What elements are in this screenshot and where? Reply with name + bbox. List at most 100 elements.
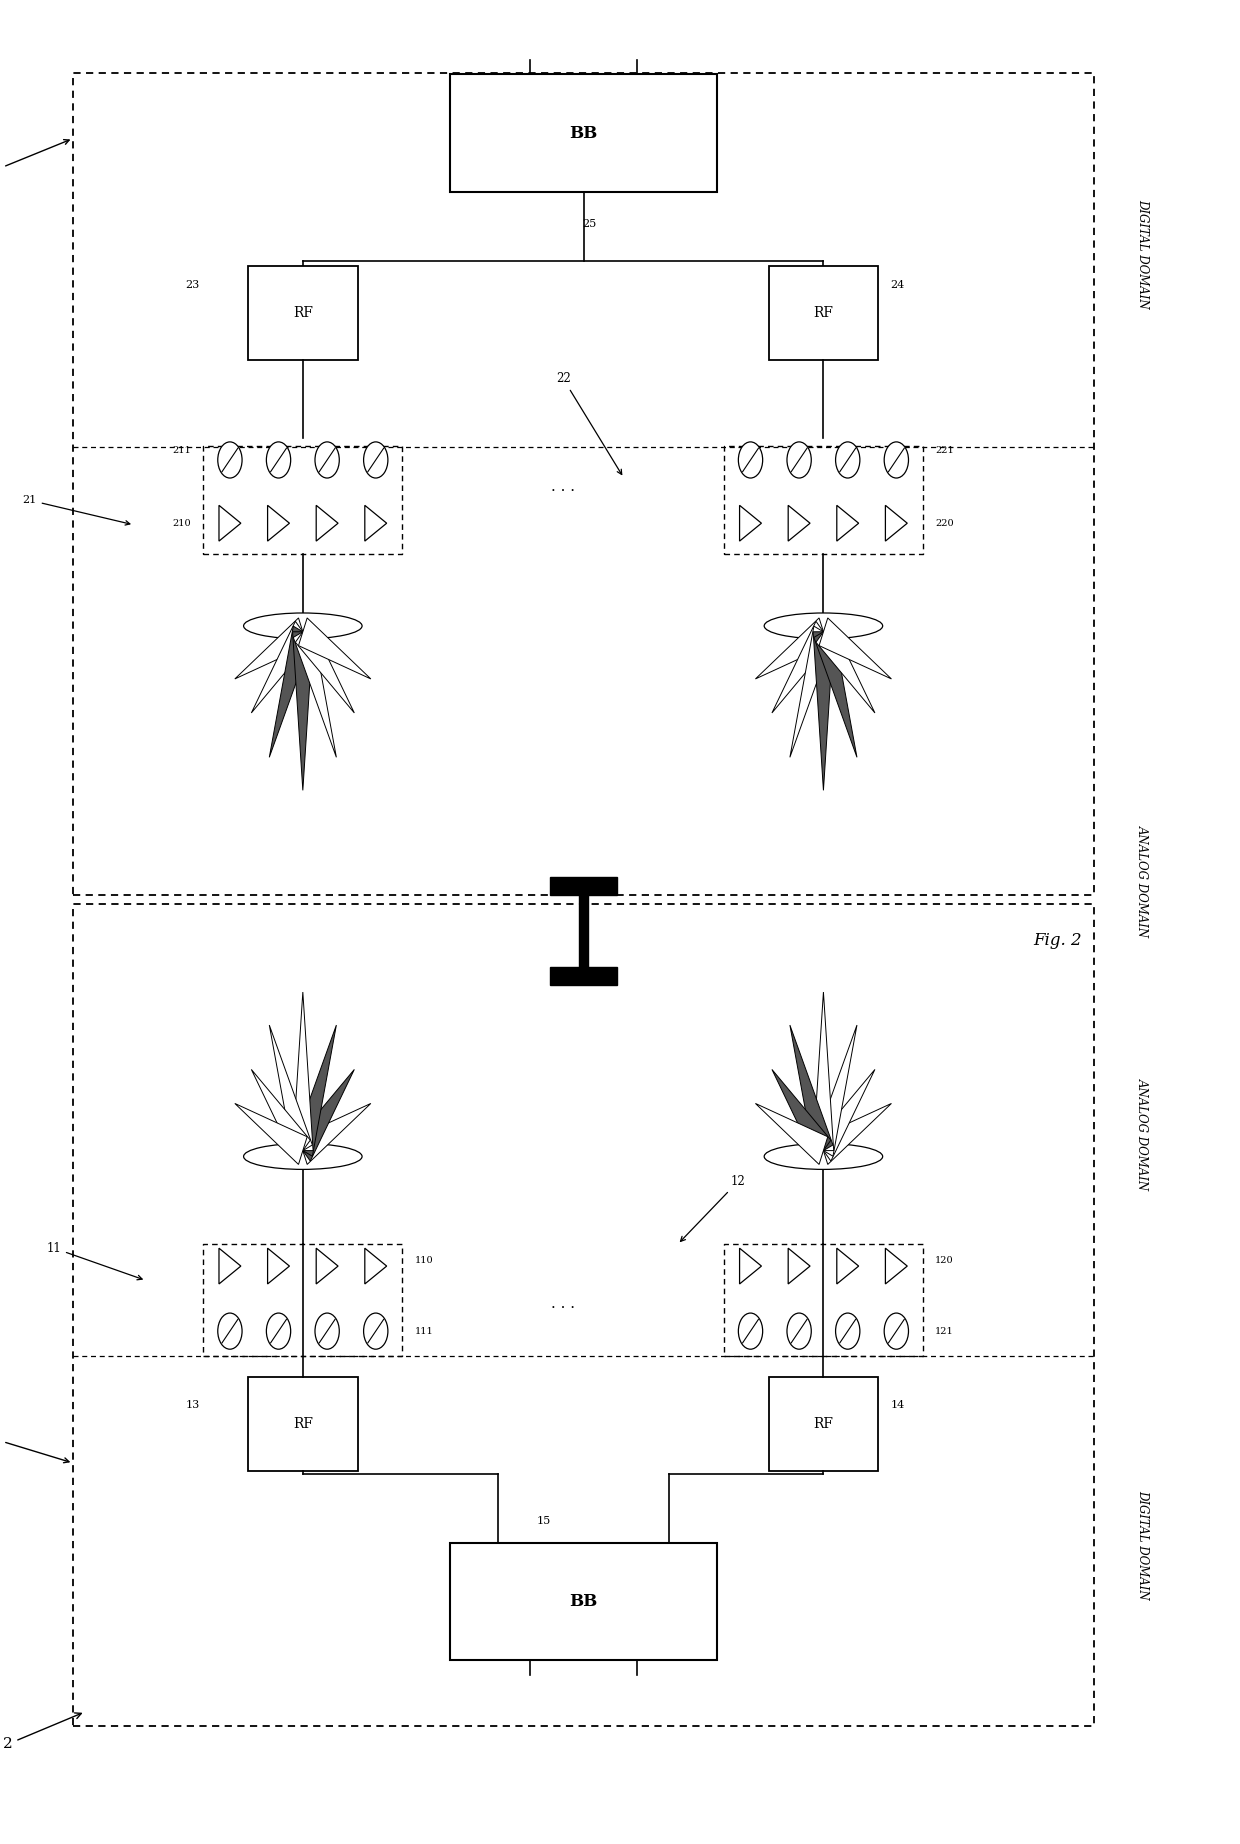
Circle shape xyxy=(884,1313,909,1350)
FancyBboxPatch shape xyxy=(248,1377,357,1472)
Circle shape xyxy=(738,443,763,478)
Circle shape xyxy=(836,443,859,478)
Polygon shape xyxy=(219,505,241,540)
Text: ANALOG DOMAIN: ANALOG DOMAIN xyxy=(1136,826,1149,937)
Polygon shape xyxy=(295,621,355,714)
Circle shape xyxy=(267,1313,290,1350)
Polygon shape xyxy=(837,505,858,540)
Ellipse shape xyxy=(243,1143,362,1169)
Circle shape xyxy=(218,1313,242,1350)
Polygon shape xyxy=(252,621,310,714)
Polygon shape xyxy=(269,1025,312,1156)
Text: BB: BB xyxy=(569,125,598,142)
Polygon shape xyxy=(813,632,833,791)
Text: 24: 24 xyxy=(890,280,904,290)
Polygon shape xyxy=(739,1248,761,1283)
Polygon shape xyxy=(268,1248,289,1283)
Polygon shape xyxy=(816,621,875,714)
Polygon shape xyxy=(790,1025,833,1156)
Polygon shape xyxy=(294,627,336,758)
Polygon shape xyxy=(316,505,339,540)
Circle shape xyxy=(787,443,811,478)
Polygon shape xyxy=(293,632,314,791)
Text: 220: 220 xyxy=(935,518,954,527)
FancyBboxPatch shape xyxy=(769,1377,878,1472)
Text: Fig. 2: Fig. 2 xyxy=(1033,931,1081,948)
FancyBboxPatch shape xyxy=(450,74,717,192)
Polygon shape xyxy=(789,505,810,540)
Polygon shape xyxy=(299,618,371,679)
Polygon shape xyxy=(790,627,833,758)
Ellipse shape xyxy=(764,612,883,638)
FancyBboxPatch shape xyxy=(450,1543,717,1660)
Circle shape xyxy=(787,1313,811,1350)
Circle shape xyxy=(218,443,242,478)
Polygon shape xyxy=(885,505,908,540)
Text: 15: 15 xyxy=(537,1516,551,1527)
Polygon shape xyxy=(234,618,308,679)
Text: 23: 23 xyxy=(185,280,200,290)
Text: 11: 11 xyxy=(46,1241,143,1280)
Text: . . .: . . . xyxy=(551,1296,575,1311)
Text: RF: RF xyxy=(813,306,833,321)
Polygon shape xyxy=(268,505,289,540)
Text: ANALOG DOMAIN: ANALOG DOMAIN xyxy=(1136,1079,1149,1189)
FancyBboxPatch shape xyxy=(769,267,878,360)
Text: 13: 13 xyxy=(185,1400,200,1411)
Polygon shape xyxy=(293,992,314,1151)
Ellipse shape xyxy=(243,612,362,638)
Text: 210: 210 xyxy=(172,518,191,527)
Polygon shape xyxy=(813,627,857,758)
Polygon shape xyxy=(299,1103,371,1164)
Polygon shape xyxy=(316,1248,339,1283)
Polygon shape xyxy=(885,1248,908,1283)
Polygon shape xyxy=(813,1025,857,1156)
Text: RF: RF xyxy=(813,1418,833,1431)
Polygon shape xyxy=(252,1070,310,1162)
Text: BB: BB xyxy=(569,1593,598,1610)
Text: 111: 111 xyxy=(414,1326,434,1335)
Polygon shape xyxy=(773,621,831,714)
Text: 22: 22 xyxy=(556,372,621,474)
Circle shape xyxy=(363,443,388,478)
Polygon shape xyxy=(789,1248,810,1283)
Polygon shape xyxy=(813,992,833,1151)
Text: RF: RF xyxy=(293,1418,312,1431)
Polygon shape xyxy=(551,878,618,894)
Polygon shape xyxy=(219,1248,241,1283)
Polygon shape xyxy=(739,505,761,540)
Circle shape xyxy=(315,1313,340,1350)
Polygon shape xyxy=(551,966,618,985)
Polygon shape xyxy=(365,1248,387,1283)
Text: 25: 25 xyxy=(582,219,596,229)
Text: 121: 121 xyxy=(935,1326,954,1335)
Text: RF: RF xyxy=(293,306,312,321)
Polygon shape xyxy=(295,1070,355,1162)
Text: 221: 221 xyxy=(935,446,954,455)
Polygon shape xyxy=(579,894,589,966)
Circle shape xyxy=(315,443,340,478)
Text: 211: 211 xyxy=(172,446,191,455)
Circle shape xyxy=(267,443,290,478)
Polygon shape xyxy=(816,1070,875,1162)
Text: 12: 12 xyxy=(681,1175,745,1241)
FancyBboxPatch shape xyxy=(248,267,357,360)
Text: 2: 2 xyxy=(2,1713,82,1752)
Text: . . .: . . . xyxy=(551,479,575,494)
Text: 20: 20 xyxy=(0,140,69,177)
Circle shape xyxy=(836,1313,859,1350)
Circle shape xyxy=(884,443,909,478)
Polygon shape xyxy=(773,1070,831,1162)
Polygon shape xyxy=(755,618,828,679)
Ellipse shape xyxy=(764,1143,883,1169)
Text: DIGITAL DOMAIN: DIGITAL DOMAIN xyxy=(1136,1490,1149,1601)
Text: 10: 10 xyxy=(0,1433,69,1462)
Polygon shape xyxy=(820,1103,892,1164)
Text: 14: 14 xyxy=(890,1400,904,1411)
Polygon shape xyxy=(234,1103,308,1164)
Polygon shape xyxy=(294,1025,336,1156)
Circle shape xyxy=(363,1313,388,1350)
Polygon shape xyxy=(365,505,387,540)
Polygon shape xyxy=(820,618,892,679)
Text: DIGITAL DOMAIN: DIGITAL DOMAIN xyxy=(1136,199,1149,308)
